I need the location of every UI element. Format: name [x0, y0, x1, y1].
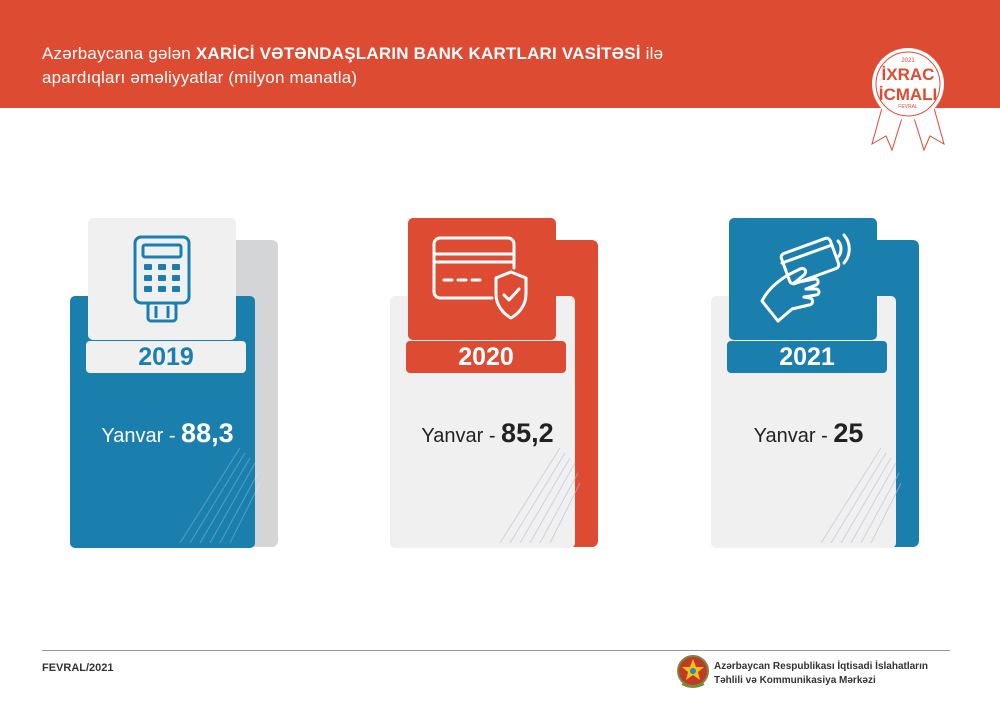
value-number: 85,2 — [501, 418, 554, 448]
badge-line1: İXRAC — [882, 65, 935, 84]
year-label: 2020 — [406, 341, 566, 373]
year-label: 2021 — [727, 341, 887, 373]
month-label: Yanvar - — [753, 425, 834, 447]
value-line: Yanvar - 25 — [711, 418, 906, 449]
badge-year: 2021 — [901, 58, 915, 64]
title-bold: XARİCİ VƏTƏNDAŞLARIN BANK KARTLARI VASİT… — [195, 44, 641, 63]
month-label: Yanvar - — [421, 425, 502, 447]
pos-terminal-icon — [133, 235, 191, 323]
hatch-pattern — [499, 448, 581, 543]
hatch-pattern — [820, 448, 902, 543]
org-line2: Təhlili və Kommunikasiya Mərkəzi — [714, 675, 876, 686]
badge-line2: İCMALI — [879, 85, 938, 104]
title-line2: apardıqları əməliyyatlar (milyon manatla… — [42, 68, 358, 87]
page-title: Azərbaycana gələn XARİCİ VƏTƏNDAŞLARIN B… — [42, 42, 742, 90]
card-2019: 2019 Yanvar - 88,3 — [70, 218, 290, 548]
card-2020: 2020 Yanvar - 85,2 — [390, 218, 610, 548]
icon-box — [408, 218, 556, 340]
hatch-pattern — [179, 448, 261, 543]
title-pre: Azərbaycana gələn — [42, 44, 196, 63]
year-label: 2019 — [86, 341, 246, 373]
value-line: Yanvar - 88,3 — [70, 418, 265, 449]
value-number: 25 — [833, 418, 864, 448]
state-emblem-icon — [677, 655, 709, 688]
card-2021: 2021 Yanvar - 25 — [711, 218, 931, 548]
title-post: ilə — [640, 44, 664, 63]
contactless-card-icon — [760, 233, 851, 323]
icon-box — [88, 218, 236, 340]
value-number: 88,3 — [181, 418, 234, 448]
footer-divider — [42, 650, 950, 651]
footer-date: FEVRAL/2021 — [42, 662, 114, 674]
header-banner: Azərbaycana gələn XARİCİ VƏTƏNDAŞLARIN B… — [0, 0, 1000, 152]
card-shield-icon — [432, 236, 528, 320]
value-line: Yanvar - 85,2 — [390, 418, 585, 449]
icon-box — [729, 218, 877, 340]
month-label: Yanvar - — [101, 425, 182, 447]
badge-month: FEVRAL — [898, 104, 918, 110]
export-review-badge: 2021 İXRAC İCMALI FEVRAL — [871, 48, 945, 152]
footer-organization: Azərbaycan Respublikası İqtisadi İslahat… — [714, 660, 928, 688]
org-line1: Azərbaycan Respublikası İqtisadi İslahat… — [714, 661, 928, 672]
